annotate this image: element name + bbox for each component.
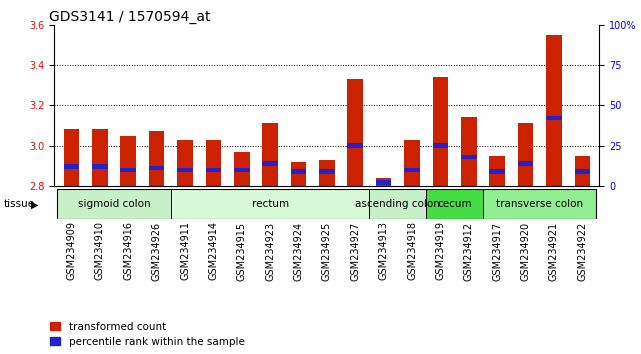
Text: tissue: tissue [3, 199, 35, 210]
Bar [489, 156, 505, 186]
Bar [376, 178, 392, 186]
FancyBboxPatch shape [57, 189, 171, 219]
Bar [206, 139, 221, 186]
Bar [347, 143, 363, 148]
Text: GSM234925: GSM234925 [322, 222, 332, 281]
Text: GSM234916: GSM234916 [123, 222, 133, 280]
Bar [461, 118, 477, 186]
Bar [518, 161, 533, 166]
Bar [149, 131, 165, 186]
Bar [234, 152, 249, 186]
Text: GDS3141 / 1570594_at: GDS3141 / 1570594_at [49, 10, 210, 24]
Text: GSM234921: GSM234921 [549, 222, 559, 281]
FancyBboxPatch shape [369, 189, 426, 219]
Text: GSM234924: GSM234924 [294, 222, 304, 281]
Text: rectum: rectum [251, 199, 288, 210]
Text: GSM234927: GSM234927 [350, 222, 360, 281]
Bar [291, 169, 306, 173]
Bar [177, 167, 193, 172]
Bar [63, 130, 79, 186]
Bar [376, 181, 392, 185]
Text: GSM234915: GSM234915 [237, 222, 247, 281]
Text: GSM234922: GSM234922 [578, 222, 587, 281]
Bar [206, 167, 221, 172]
Bar [234, 167, 249, 172]
Legend: transformed count, percentile rank within the sample: transformed count, percentile rank withi… [50, 322, 245, 347]
Bar [121, 136, 136, 186]
Bar [319, 160, 335, 186]
Bar [404, 167, 420, 172]
Text: GSM234918: GSM234918 [407, 222, 417, 280]
Bar [518, 124, 533, 186]
Bar [489, 169, 505, 173]
Bar [262, 124, 278, 186]
Text: GSM234911: GSM234911 [180, 222, 190, 280]
Bar [319, 169, 335, 173]
Text: GSM234914: GSM234914 [208, 222, 219, 280]
FancyBboxPatch shape [171, 189, 369, 219]
Text: GSM234926: GSM234926 [152, 222, 162, 281]
Bar [347, 79, 363, 186]
FancyBboxPatch shape [483, 189, 597, 219]
Bar [433, 77, 448, 186]
Text: GSM234912: GSM234912 [464, 222, 474, 281]
Bar [149, 166, 165, 170]
Text: ▶: ▶ [31, 199, 38, 210]
Bar [574, 169, 590, 173]
Bar [177, 139, 193, 186]
Bar [574, 156, 590, 186]
Bar [121, 167, 136, 172]
Text: GSM234923: GSM234923 [265, 222, 275, 281]
Bar [404, 139, 420, 186]
Bar [92, 130, 108, 186]
Text: ascending colon: ascending colon [355, 199, 440, 210]
Text: sigmoid colon: sigmoid colon [78, 199, 151, 210]
Text: transverse colon: transverse colon [496, 199, 583, 210]
Bar [546, 35, 562, 186]
Text: cecum: cecum [437, 199, 472, 210]
Bar [92, 164, 108, 169]
Text: GSM234910: GSM234910 [95, 222, 105, 280]
Bar [291, 162, 306, 186]
Bar [546, 116, 562, 120]
FancyBboxPatch shape [426, 189, 483, 219]
Text: GSM234913: GSM234913 [379, 222, 388, 280]
Bar [63, 164, 79, 169]
Text: GSM234919: GSM234919 [435, 222, 445, 280]
Bar [433, 143, 448, 148]
Bar [262, 161, 278, 166]
Text: GSM234920: GSM234920 [520, 222, 531, 281]
Bar [461, 155, 477, 159]
Text: GSM234917: GSM234917 [492, 222, 502, 281]
Text: GSM234909: GSM234909 [67, 222, 76, 280]
